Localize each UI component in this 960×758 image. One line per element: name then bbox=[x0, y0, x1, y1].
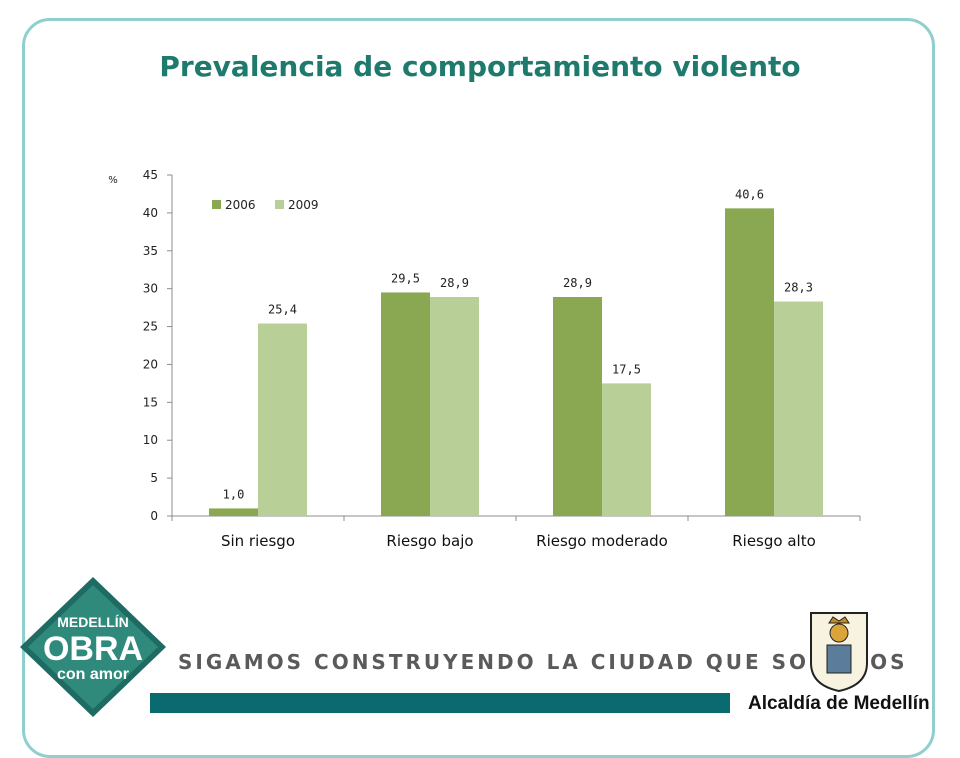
data-label: 17,5 bbox=[612, 362, 641, 376]
y-axis-label: % bbox=[108, 175, 118, 186]
y-tick-label: 30 bbox=[143, 282, 158, 296]
bar-2006 bbox=[553, 297, 602, 516]
y-tick-label: 5 bbox=[150, 471, 158, 485]
x-tick-label: Riesgo alto bbox=[732, 532, 816, 550]
data-label: 1,0 bbox=[223, 487, 245, 501]
bar-2009 bbox=[430, 297, 479, 516]
legend-swatch-2009 bbox=[275, 200, 284, 209]
data-label: 28,9 bbox=[440, 276, 469, 290]
medellin-obra-con-amor-logo: MEDELLÍN OBRA con amor bbox=[20, 577, 166, 717]
bar-2006 bbox=[209, 508, 258, 516]
y-tick-label: 45 bbox=[143, 168, 158, 182]
bar-2006 bbox=[725, 208, 774, 516]
y-tick-label: 25 bbox=[143, 320, 158, 334]
bar-2009 bbox=[258, 323, 307, 516]
y-tick-label: 20 bbox=[143, 357, 158, 371]
logo-text-medellin: MEDELLÍN bbox=[57, 614, 129, 630]
alcaldia-label: Alcaldía de Medellín bbox=[748, 693, 930, 714]
slide-title: Prevalencia de comportamiento violento bbox=[159, 50, 801, 83]
y-tick-label: 40 bbox=[143, 206, 158, 220]
bar-2009 bbox=[602, 383, 651, 516]
slogan-text: SIGAMOS CONSTRUYENDO LA CIUDAD QUE SOÑAM… bbox=[178, 650, 908, 674]
y-tick-label: 10 bbox=[143, 433, 158, 447]
y-tick-label: 0 bbox=[150, 509, 158, 523]
bar-2006 bbox=[381, 292, 430, 516]
y-tick-label: 15 bbox=[143, 395, 158, 409]
bar-chart: 0 5 10 15 20 25 30 35 40 45% Sin riesgo 1,0 25,4 Ries… bbox=[108, 168, 861, 550]
data-label: 40,6 bbox=[735, 187, 764, 201]
alcaldia-coat-of-arms-icon bbox=[810, 612, 868, 693]
logo-text-con-amor: con amor bbox=[57, 666, 129, 683]
legend-swatch-2006 bbox=[212, 200, 221, 209]
legend-label-2006: 2006 bbox=[225, 198, 256, 212]
x-tick-label: Riesgo bajo bbox=[386, 532, 473, 550]
bar-2009 bbox=[774, 301, 823, 516]
x-tick-label: Sin riesgo bbox=[221, 532, 295, 550]
y-tick-label: 35 bbox=[143, 244, 158, 258]
data-label: 29,5 bbox=[391, 271, 420, 285]
footer-bar bbox=[150, 693, 730, 713]
legend-label-2009: 2009 bbox=[288, 198, 319, 212]
data-label: 25,4 bbox=[268, 303, 297, 317]
logo-text-obra: OBRA bbox=[43, 630, 143, 668]
data-label: 28,3 bbox=[784, 281, 813, 295]
x-tick-label: Riesgo moderado bbox=[536, 532, 668, 550]
data-label: 28,9 bbox=[563, 276, 592, 290]
